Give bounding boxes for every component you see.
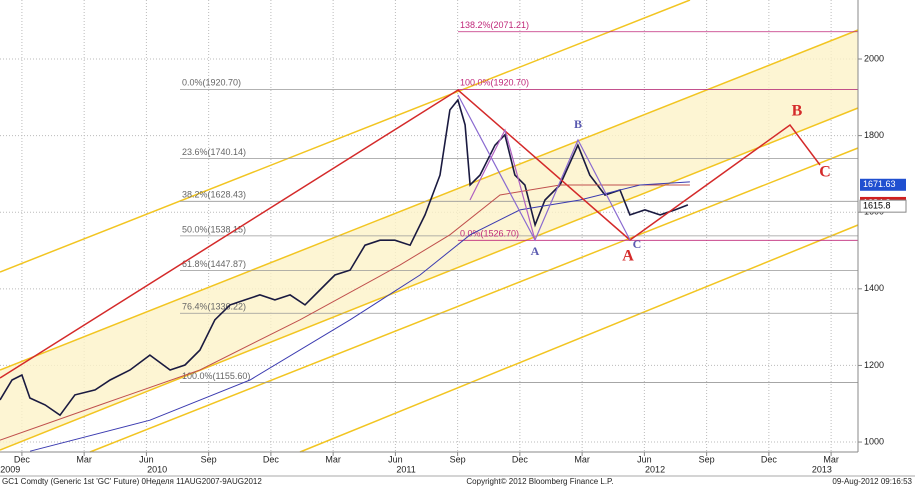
price-tag (859, 199, 907, 213)
fib-label: 23.6%(1740.14) (182, 147, 246, 157)
year-label: 2009 (0, 464, 20, 474)
fib-label: 0.0%(1920.70) (182, 78, 241, 88)
price-tag-label: 1615.8 (863, 201, 891, 211)
wave-label: C (819, 164, 831, 181)
x-tick-label: Jun (139, 454, 154, 464)
wave-label: A (531, 244, 540, 258)
year-label: 2010 (147, 464, 167, 474)
x-tick-label: Dec (512, 454, 529, 464)
price-line (0, 98, 689, 417)
price-line (29, 181, 690, 452)
levels: 0.0%(1920.70) 23.6%(1740.14) 38.2%(1628.43… (180, 20, 858, 383)
x-tick-label: Dec (263, 454, 280, 464)
y-tick-label: 2000 (864, 53, 884, 63)
price-line (0, 184, 690, 441)
year-label: 2011 (396, 464, 415, 474)
wave-label: B (792, 103, 803, 120)
fib-label: 50.0%(1538.15) (182, 224, 246, 234)
channel-line (0, 29, 859, 371)
blue-wave (457, 94, 631, 242)
fib-ext-label: 0.0%(1526.70) (460, 229, 519, 239)
channel-line (299, 224, 859, 453)
footer-right: 09-Aug-2012 09:16:53 (832, 477, 912, 486)
price-tag-label: 1671.63 (863, 179, 896, 189)
wave-label: A (622, 248, 634, 265)
x-tick-label: Jun (388, 454, 403, 464)
series (0, 98, 690, 452)
fib-ext-label: 100.0%(1920.70) (460, 78, 529, 88)
x-tick-label: Sep (201, 454, 217, 464)
fib-label: 61.8%(1447.87) (182, 259, 246, 269)
footer-left: GC1 Comdty (Generic 1st 'GC' Future) 0Не… (2, 477, 262, 486)
x-tick-label: Mar (76, 454, 92, 464)
footer-center: Copyright© 2012 Bloomberg Finance L.P. (466, 477, 613, 486)
wave-label: C (633, 237, 642, 251)
x-tick-label: Jun (637, 454, 652, 464)
y-tick-label: 1200 (864, 360, 884, 370)
x-tick-label: Mar (574, 454, 590, 464)
channel-line (89, 147, 859, 453)
y-tick-label: 1000 (864, 436, 884, 446)
year-label: 2012 (645, 464, 665, 474)
x-tick-label: Sep (699, 454, 715, 464)
y-tick-label: 1800 (864, 130, 884, 140)
channel-band (0, 30, 858, 450)
x-tick-label: Mar (325, 454, 341, 464)
price-tag (860, 178, 906, 191)
x-tick-label: Sep (450, 454, 466, 464)
fib-label: 76.4%(1336.22) (182, 302, 246, 312)
y-tick-label: 1400 (864, 283, 884, 293)
channel-line (0, 107, 859, 451)
year-label: 2013 (812, 464, 832, 474)
channel-line (0, 0, 691, 273)
fib-ext-label: 138.2%(2071.21) (460, 20, 529, 30)
x-tick-label: Mar (823, 454, 839, 464)
wave-label: B (574, 117, 582, 131)
fib-label: 100.0%(1155.60) (182, 371, 250, 381)
axes: 100012001400160018002000DecMarJunSepDecM… (0, 53, 907, 474)
x-tick-label: Dec (14, 454, 31, 464)
purple-wave (469, 128, 536, 241)
channel-lines (0, 0, 859, 453)
x-tick-label: Dec (761, 454, 778, 464)
fib-label: 38.2%(1628.43) (182, 190, 246, 200)
